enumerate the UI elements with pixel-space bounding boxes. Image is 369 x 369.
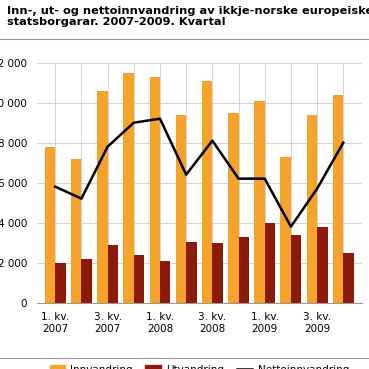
Bar [228,113,238,303]
Legend: Innvandring, Utvandring, Nettoinnvandring: Innvandring, Utvandring, Nettoinnvandrin… [45,361,353,369]
Bar [265,223,275,303]
Bar [238,237,249,303]
Bar [212,243,223,303]
Bar [108,245,118,303]
Bar [123,73,134,303]
Bar [254,101,265,303]
Bar [55,263,66,303]
Bar [45,147,55,303]
Bar [343,253,354,303]
Bar [280,157,291,303]
Bar [202,81,212,303]
Bar [307,115,317,303]
Bar [160,261,170,303]
Bar [291,235,301,303]
Text: Inn-, ut- og nettoinnvandring av ikkje-norske europeiske: Inn-, ut- og nettoinnvandring av ikkje-n… [7,6,369,15]
Bar [176,115,186,303]
Bar [134,255,144,303]
Bar [82,259,92,303]
Bar [317,227,328,303]
Bar [149,77,160,303]
Bar [186,242,197,303]
Bar [333,95,343,303]
Bar [97,91,108,303]
Bar [71,159,82,303]
Text: statsborgarar. 2007-2009. Kvartal: statsborgarar. 2007-2009. Kvartal [7,17,226,27]
